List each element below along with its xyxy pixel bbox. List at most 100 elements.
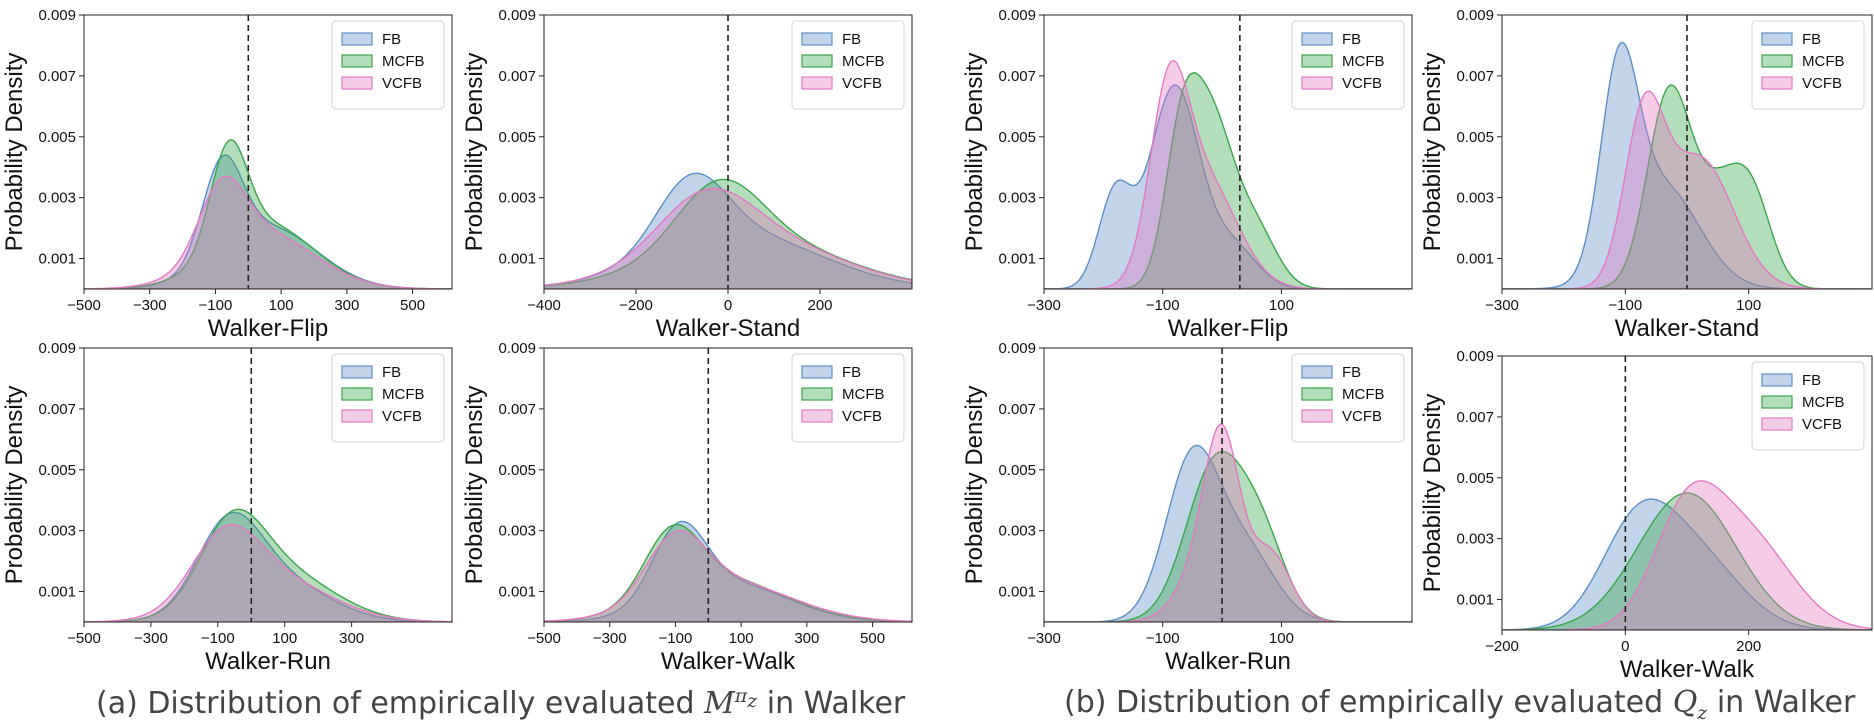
x-tick-label: 100	[729, 630, 754, 647]
caption-a: (a) Distribution of empirically evaluate…	[96, 685, 905, 721]
legend: FB MCFB VCFB	[791, 353, 905, 443]
legend-swatch-vcfb	[1761, 76, 1793, 90]
legend-label-mcfb: MCFB	[842, 53, 885, 70]
x-tick-label: −500	[67, 630, 101, 647]
legend-label-fb: FB	[1342, 31, 1361, 48]
axes-frame	[1501, 14, 1873, 290]
axes-frame	[1043, 14, 1413, 290]
x-tick-label: −300	[134, 630, 168, 647]
legend: FB MCFB VCFB	[1751, 20, 1865, 110]
y-tick-label: 0.009	[1456, 7, 1494, 24]
legend-label-fb: FB	[1802, 372, 1821, 389]
density-area-vcfb	[544, 530, 912, 622]
y-axis-label: Probability Density	[1419, 394, 1446, 593]
figure-canvas: 0.001 0.003 0.005 0.007 0.009 −500 −300 −100 100…	[1, 7, 1873, 680]
legend-label-vcfb: VCFB	[382, 408, 422, 425]
density-area-mcfb	[1502, 492, 1872, 630]
caption-b: (b) Distribution of empirically evaluate…	[1064, 685, 1855, 724]
legend-swatch-mcfb	[1301, 387, 1333, 401]
legend-swatch-vcfb	[1301, 409, 1333, 423]
caption-a-math: Mπz	[704, 685, 758, 721]
legend-swatch-fb	[801, 365, 833, 379]
density-area-vcfb	[1044, 423, 1412, 622]
y-tick-label: 0.005	[1456, 129, 1494, 146]
legend: FB MCFB VCFB	[1291, 20, 1405, 110]
y-tick-label: 0.001	[498, 251, 536, 268]
density-area-mcfb	[1044, 72, 1412, 289]
legend-label-mcfb: MCFB	[1342, 386, 1385, 403]
x-tick-label: 200	[1736, 638, 1761, 655]
legend-swatch-fb	[1761, 32, 1793, 46]
legend: FB MCFB VCFB	[1751, 361, 1865, 451]
subplot-5: 0.001 0.003 0.005 0.007 0.009 −500 −300 −100 100…	[1, 340, 453, 675]
legend-label-mcfb: MCFB	[842, 386, 885, 403]
y-tick-label: 0.009	[998, 340, 1036, 357]
y-tick-label: 0.003	[498, 190, 536, 207]
caption-b-prefix: (b) Distribution of empirically evaluate…	[1064, 685, 1673, 720]
caption-a-suffix: in Walker	[757, 686, 906, 721]
y-tick-label: 0.009	[38, 7, 76, 24]
legend-swatch-fb	[1761, 373, 1793, 387]
subplot-3: 0.001 0.003 0.005 0.007 0.009 −300 −100 100Walk…	[961, 7, 1413, 342]
density-area-fb	[1502, 498, 1872, 630]
legend-label-vcfb: VCFB	[382, 75, 422, 92]
legend-swatch-vcfb	[341, 409, 373, 423]
y-tick-label: 0.001	[998, 584, 1036, 601]
x-axis-label: Walker-Stand	[656, 315, 801, 342]
legend-label-vcfb: VCFB	[1802, 416, 1842, 433]
y-tick-label: 0.003	[998, 523, 1036, 540]
caption-a-prefix: (a) Distribution of empirically evaluate…	[96, 686, 705, 721]
y-tick-label: 0.003	[38, 523, 76, 540]
legend-swatch-fb	[341, 365, 373, 379]
x-tick-label: −100	[659, 630, 693, 647]
legend-label-fb: FB	[842, 31, 861, 48]
caption-b-math: Qz	[1672, 685, 1708, 724]
x-tick-label: −100	[1608, 297, 1642, 314]
axes-frame	[543, 347, 913, 623]
x-tick-label: −300	[1027, 297, 1061, 314]
y-tick-label: 0.003	[498, 523, 536, 540]
x-tick-label: −300	[1027, 630, 1061, 647]
y-tick-label: 0.007	[498, 68, 536, 85]
x-tick-label: −100	[1146, 630, 1180, 647]
x-tick-label: −300	[1485, 297, 1519, 314]
y-axis-label: Probability Density	[961, 386, 988, 585]
legend-label-fb: FB	[842, 364, 861, 381]
y-tick-label: 0.007	[38, 68, 76, 85]
legend-label-mcfb: MCFB	[1342, 53, 1385, 70]
y-tick-label: 0.009	[498, 340, 536, 357]
legend-label-mcfb: MCFB	[382, 386, 425, 403]
subplot-7: 0.001 0.003 0.005 0.007 0.009 −300 −100 100Walk…	[961, 340, 1413, 675]
legend-label-fb: FB	[1342, 364, 1361, 381]
x-axis-label: Walker-Flip	[208, 315, 328, 342]
y-tick-label: 0.007	[998, 68, 1036, 85]
legend: FB MCFB VCFB	[331, 353, 445, 443]
axes-frame	[1043, 347, 1413, 623]
subplot-8: 0.001 0.003 0.005 0.007 0.009 −200 0 200Walker-…	[1419, 348, 1873, 680]
subplot-1: 0.001 0.003 0.005 0.007 0.009 −500 −300 −100 100…	[1, 7, 453, 342]
x-tick-label: 0	[1621, 638, 1629, 655]
y-tick-label: 0.005	[1456, 470, 1494, 487]
legend-swatch-vcfb	[341, 76, 373, 90]
x-tick-label: 100	[1269, 297, 1294, 314]
legend-swatch-vcfb	[1301, 76, 1333, 90]
legend-swatch-fb	[1301, 365, 1333, 379]
density-area-vcfb	[84, 175, 452, 289]
y-tick-label: 0.001	[998, 251, 1036, 268]
legend-label-fb: FB	[382, 364, 401, 381]
x-tick-label: 500	[400, 297, 425, 314]
density-area-vcfb	[84, 523, 452, 622]
y-tick-label: 0.001	[38, 584, 76, 601]
y-tick-label: 0.009	[498, 7, 536, 24]
legend-swatch-vcfb	[801, 76, 833, 90]
y-tick-label: 0.001	[38, 251, 76, 268]
x-axis-label: Walker-Run	[1165, 648, 1291, 675]
x-axis-label: Walker-Flip	[1168, 315, 1288, 342]
legend-swatch-mcfb	[1761, 54, 1793, 68]
x-tick-label: −500	[67, 297, 101, 314]
density-area-vcfb	[1044, 59, 1412, 289]
y-axis-label: Probability Density	[461, 386, 488, 585]
legend-label-vcfb: VCFB	[842, 408, 882, 425]
y-tick-label: 0.007	[1456, 68, 1494, 85]
x-tick-label: 300	[339, 630, 364, 647]
